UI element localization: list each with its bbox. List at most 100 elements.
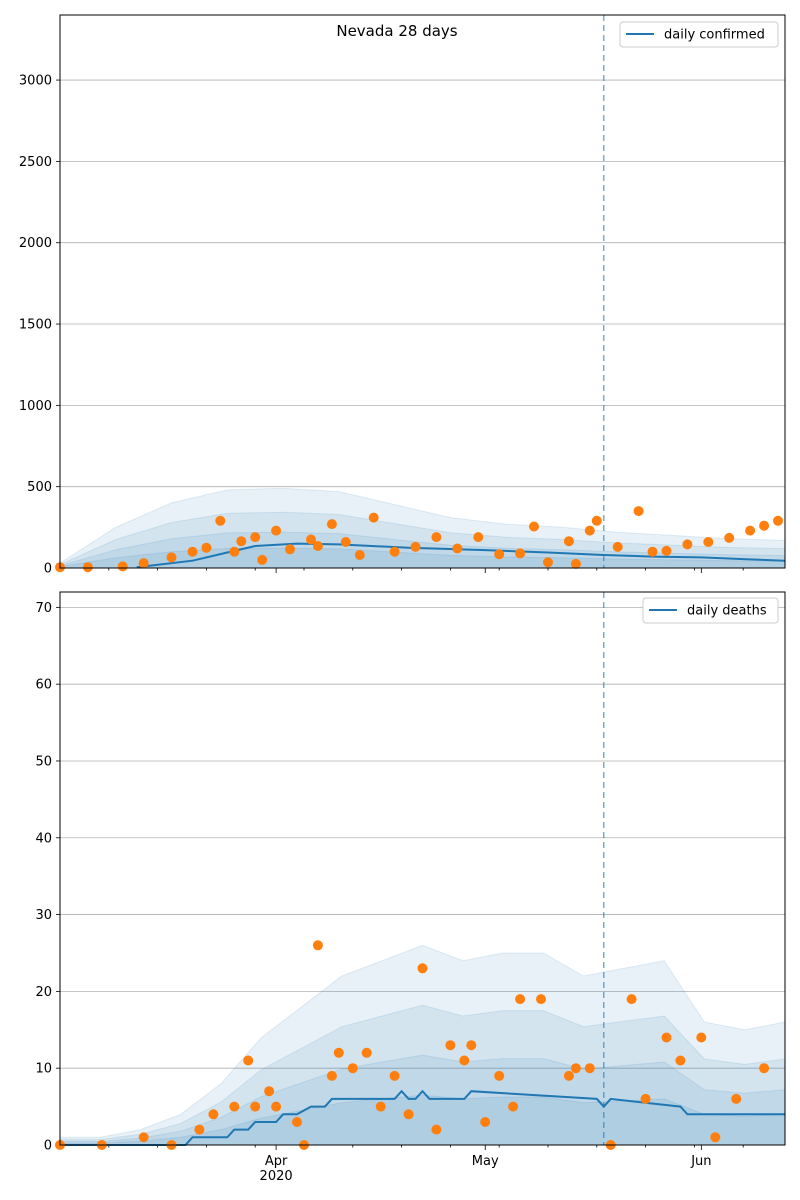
data-point <box>375 1101 386 1112</box>
data-point <box>138 1132 149 1143</box>
data-point <box>640 1093 651 1104</box>
y-tick-label: 3000 <box>19 74 52 89</box>
data-point <box>229 1101 240 1112</box>
data-point <box>389 1070 400 1081</box>
axes-frame <box>59 591 786 1146</box>
data-point <box>166 552 177 563</box>
data-point <box>724 532 735 543</box>
data-point <box>710 1132 721 1143</box>
data-point <box>292 1117 302 1127</box>
data-point <box>633 506 644 517</box>
data-point <box>515 548 526 559</box>
data-point <box>208 1109 219 1120</box>
data-point <box>403 1109 414 1120</box>
y-tick-label: 2500 <box>19 155 52 170</box>
y-tick-label: 0 <box>44 1139 52 1154</box>
data-point <box>661 1032 672 1043</box>
data-point <box>187 546 198 557</box>
data-point <box>563 536 574 547</box>
confirmed-panel: Nevada 28 days 050010001500200025003000 … <box>19 14 786 577</box>
y-tick-label: 40 <box>35 831 52 846</box>
data-point <box>194 1124 205 1135</box>
data-point <box>682 539 693 550</box>
y-tick-label: 30 <box>35 908 52 923</box>
data-point <box>445 1040 456 1051</box>
axes-frame <box>59 14 786 569</box>
data-point <box>285 544 295 555</box>
data-point <box>250 1101 261 1112</box>
chart-title: Nevada 28 days <box>336 22 457 40</box>
data-point <box>515 994 526 1005</box>
data-point <box>117 561 128 572</box>
y-tick-label: 1500 <box>19 318 52 333</box>
data-point <box>340 537 351 547</box>
y-tick-label: 70 <box>35 601 52 616</box>
legend-deaths: daily deaths <box>642 597 779 624</box>
data-point <box>494 1070 505 1081</box>
data-point <box>264 1086 275 1097</box>
series-line <box>60 1089 785 1146</box>
data-point <box>326 1070 337 1081</box>
data-point <box>647 546 658 557</box>
data-point <box>368 512 379 523</box>
data-point <box>675 1055 686 1066</box>
data-point <box>257 554 268 565</box>
data-point <box>773 515 783 526</box>
data-point <box>452 543 463 554</box>
data-point <box>584 1063 595 1074</box>
y-tick-label: 1000 <box>19 399 52 414</box>
plot-area: 0 500 1000 1500 2000 2500 3000 <box>19 14 786 577</box>
data-point <box>745 525 756 536</box>
data-point <box>354 550 365 560</box>
data-point <box>215 515 226 526</box>
data-point <box>333 1047 344 1058</box>
y-tick-label: 2000 <box>19 236 52 251</box>
data-point <box>389 546 400 557</box>
data-point <box>201 542 212 553</box>
legend-confirmed: daily confirmed <box>619 21 779 48</box>
data-point <box>82 562 93 573</box>
data-point <box>473 532 484 543</box>
data-point <box>591 515 602 526</box>
x-tick-label: 2020 <box>260 1169 293 1184</box>
data-point <box>563 1070 574 1081</box>
data-point <box>661 545 672 556</box>
uncertainty-band <box>59 1004 786 1146</box>
data-point <box>347 1063 358 1074</box>
y-tick-label: 500 <box>27 480 52 495</box>
uncertainty-band <box>59 547 786 569</box>
y-tick-label: 50 <box>35 754 52 769</box>
data-point <box>250 532 261 543</box>
legend-label-deaths: daily deaths <box>687 604 767 619</box>
data-point <box>431 532 442 543</box>
y-tick-label: 20 <box>35 985 52 1000</box>
data-point <box>361 1047 372 1058</box>
data-point <box>271 525 282 536</box>
data-point <box>417 963 428 974</box>
y-tick-label: 0 <box>44 562 52 577</box>
data-point <box>271 1101 282 1112</box>
data-point <box>584 525 595 536</box>
data-point <box>759 1063 770 1074</box>
data-point <box>326 519 337 530</box>
data-point <box>494 549 505 560</box>
data-point <box>312 940 323 951</box>
y-tick-label: 60 <box>35 678 52 693</box>
y-tick-label: 10 <box>35 1062 52 1077</box>
data-point <box>466 1040 477 1051</box>
data-point <box>229 546 240 557</box>
data-point <box>759 520 770 531</box>
data-point <box>529 521 539 532</box>
data-point <box>612 541 623 552</box>
data-point <box>410 541 421 552</box>
data-point <box>570 558 581 569</box>
data-point <box>306 534 316 545</box>
data-point <box>536 994 546 1005</box>
data-point <box>508 1101 519 1112</box>
data-point <box>459 1055 470 1066</box>
data-point <box>703 537 714 547</box>
data-point <box>236 536 247 547</box>
